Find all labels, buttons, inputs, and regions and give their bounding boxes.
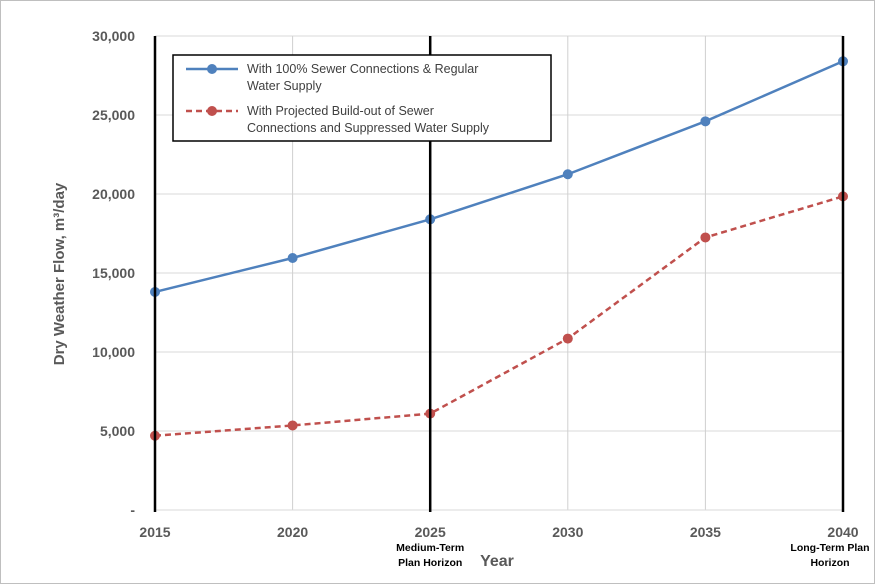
y-tick-label: 5,000 xyxy=(100,423,135,439)
x-tick-label: 2035 xyxy=(690,524,721,540)
x-tick-label: 2020 xyxy=(277,524,308,540)
y-tick-label: - xyxy=(130,502,135,518)
x-axis-title: Year xyxy=(480,553,514,570)
legend: With 100% Sewer Connections & Regular Wat… xyxy=(172,54,552,142)
horizon-annotations: Medium-Term Plan Horizon Long-Term Plan Hor… xyxy=(396,542,869,569)
y-axis-title: Dry Weather Flow, m³/day xyxy=(51,182,68,365)
data-point-series-1 xyxy=(287,252,298,263)
legend-swatch-marker-1 xyxy=(207,64,217,74)
legend-swatch-marker-2 xyxy=(207,106,217,116)
data-point-series-2 xyxy=(700,232,711,243)
horizon-annotation-label: Medium-Term xyxy=(396,542,464,554)
x-tick-label: 2040 xyxy=(827,524,858,540)
y-tick-label: 20,000 xyxy=(92,186,135,202)
data-point-series-2 xyxy=(287,420,298,431)
y-tick-label: 30,000 xyxy=(92,28,135,44)
data-point-series-2 xyxy=(562,333,573,344)
x-tick-label: 2015 xyxy=(139,524,170,540)
legend-label: With 100% Sewer Connections & Regular xyxy=(247,62,478,76)
y-tick-labels: - 5,000 10,000 15,000 20,000 25,000 30,000 xyxy=(92,28,135,518)
legend-label: Water Supply xyxy=(247,79,322,93)
x-tick-label: 2030 xyxy=(552,524,583,540)
x-tick-label: 2025 xyxy=(415,524,446,540)
legend-label: Connections and Suppressed Water Supply xyxy=(247,121,490,135)
data-point-series-1 xyxy=(562,169,573,180)
y-tick-label: 10,000 xyxy=(92,344,135,360)
series-line-1 xyxy=(154,60,844,294)
series-layer xyxy=(150,56,848,441)
y-tick-label: 15,000 xyxy=(92,265,135,281)
horizon-annotation-label: Plan Horizon xyxy=(398,557,462,569)
legend-label: With Projected Build-out of Sewer xyxy=(247,104,434,118)
series-line-2 xyxy=(154,195,844,437)
x-tick-labels: 2015 2020 2025 2030 2035 2040 xyxy=(139,524,858,540)
data-point-series-1 xyxy=(700,116,711,127)
horizon-annotation-label: Horizon xyxy=(810,557,849,569)
y-tick-label: 25,000 xyxy=(92,107,135,123)
horizon-annotation-label: Long-Term Plan xyxy=(790,542,869,554)
